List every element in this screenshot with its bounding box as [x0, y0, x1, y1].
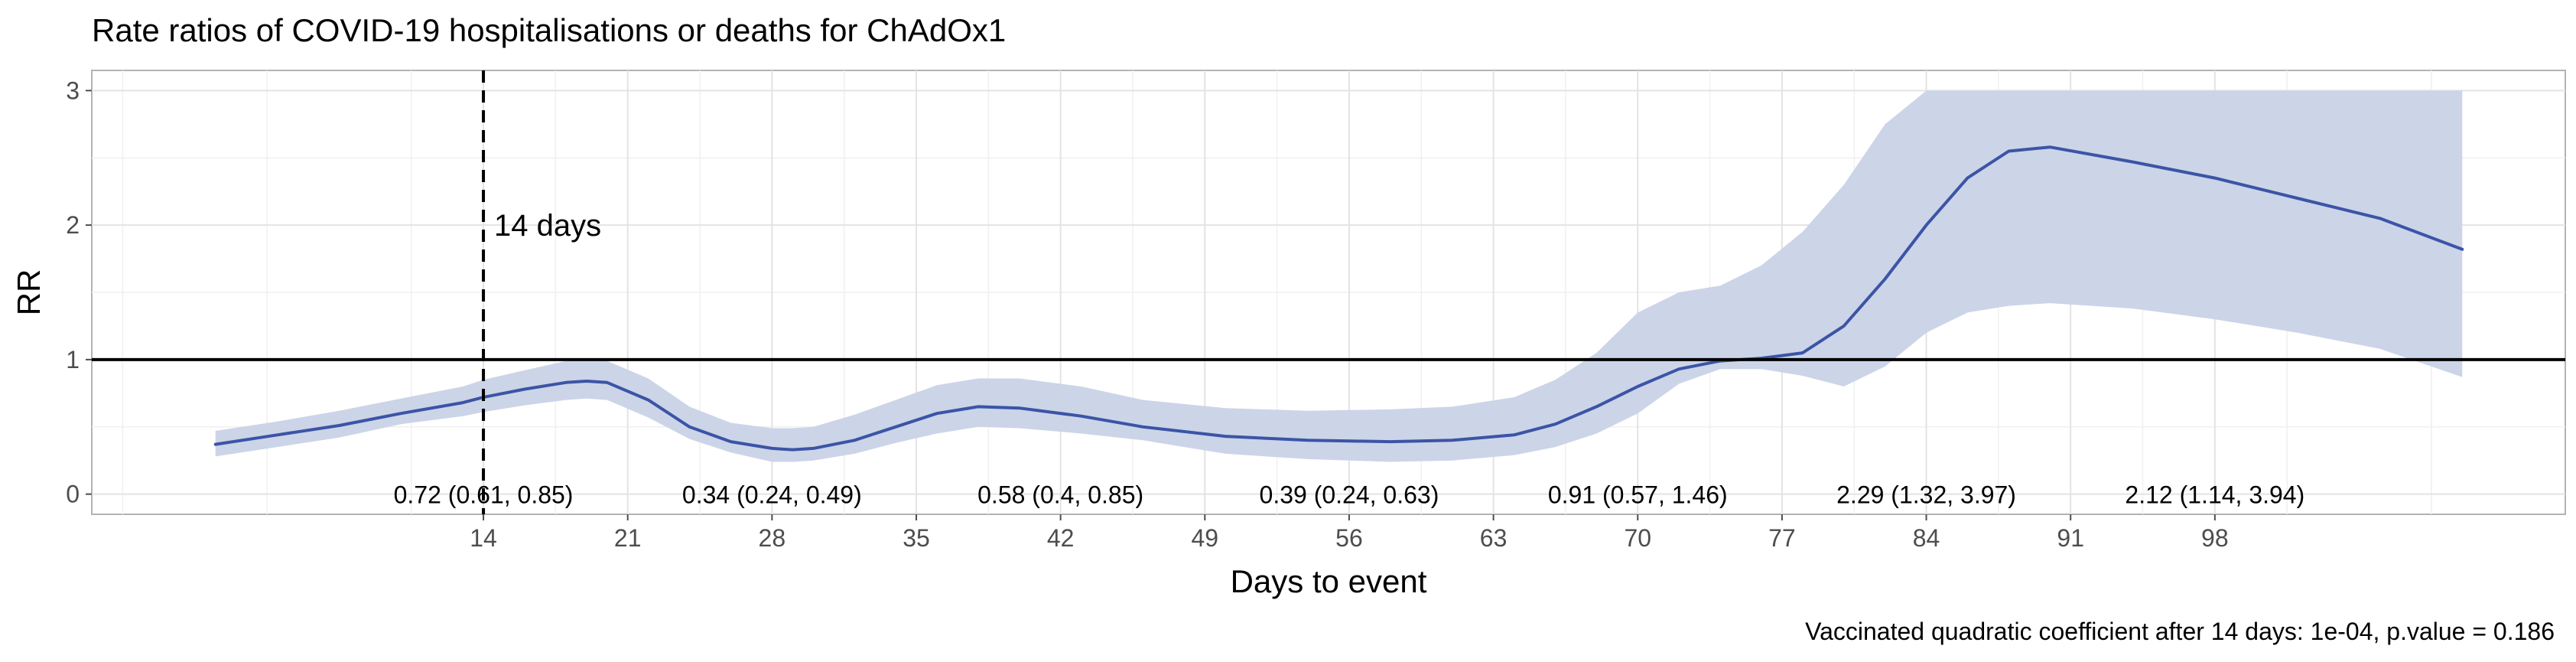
- x-tick-label: 84: [1913, 524, 1940, 552]
- x-tick-label: 35: [903, 524, 930, 552]
- x-tick-label: 56: [1335, 524, 1363, 552]
- x-tick-label: 98: [2201, 524, 2229, 552]
- x-tick-label: 42: [1047, 524, 1075, 552]
- confidence-band: [215, 90, 2463, 462]
- annotation-layer: 0.72 (0.61, 0.85) 0.34 (0.24, 0.49) 0.58 (…: [394, 481, 2305, 509]
- x-axis-title: Days to event: [1231, 563, 1427, 599]
- y-tick-layer: 0 1 2 3: [66, 77, 92, 508]
- y-tick-label: 2: [66, 211, 80, 239]
- x-tick-label: 70: [1624, 524, 1651, 552]
- x-tick-label: 63: [1480, 524, 1508, 552]
- x-tick-label: 91: [2057, 524, 2084, 552]
- estimate-annotation: 0.34 (0.24, 0.49): [682, 481, 862, 509]
- x-tick-label: 14: [470, 524, 497, 552]
- estimate-annotation: 0.58 (0.4, 0.85): [977, 481, 1143, 509]
- estimate-annotation: 0.72 (0.61, 0.85): [394, 481, 574, 509]
- x-tick-label: 21: [614, 524, 642, 552]
- y-tick-label: 3: [66, 77, 80, 104]
- chart-title: Rate ratios of COVID-19 hospitalisations…: [92, 12, 1006, 48]
- vertical-line-label: 14 days: [494, 209, 601, 243]
- estimate-annotation: 0.91 (0.57, 1.46): [1548, 481, 1728, 509]
- x-tick-label: 28: [759, 524, 786, 552]
- y-tick-label: 0: [66, 481, 80, 508]
- estimate-annotation: 2.12 (1.14, 3.94): [2125, 481, 2304, 509]
- estimate-annotation: 0.39 (0.24, 0.63): [1260, 481, 1439, 509]
- x-tick-layer: 14 21 28 35 42 49 56 63 70 77 84 91 98: [470, 514, 2229, 552]
- chart-caption: Vaccinated quadratic coefficient after 1…: [1805, 618, 2555, 645]
- y-axis-title: RR: [11, 269, 47, 316]
- reference-layer: 14 days: [92, 70, 2565, 514]
- confidence-band-layer: [215, 90, 2463, 462]
- series-line: [213, 145, 2464, 452]
- estimate-annotation: 2.29 (1.32, 3.97): [1836, 481, 2016, 509]
- series-line-layer: [213, 145, 2464, 452]
- y-tick-label: 1: [66, 346, 80, 373]
- x-tick-label: 49: [1192, 524, 1219, 552]
- x-tick-label: 77: [1768, 524, 1796, 552]
